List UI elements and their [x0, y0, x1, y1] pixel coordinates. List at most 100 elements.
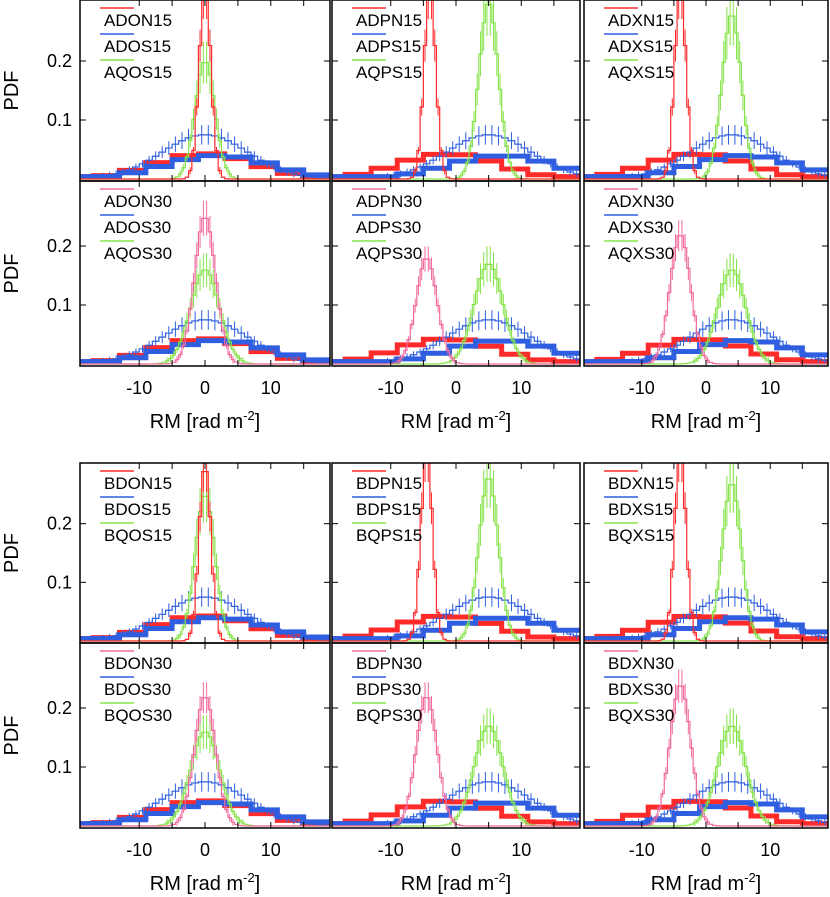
thin-bdps30-step — [332, 781, 580, 827]
y-axis-title: PDF — [1, 71, 23, 111]
legend-label: BDOS15 — [104, 500, 171, 519]
x-tick-label: 10 — [261, 840, 281, 860]
panel-curves — [332, 682, 580, 827]
legend-label: BQXS15 — [608, 526, 674, 545]
y-tick-label: 0.1 — [47, 295, 72, 315]
thin-aqps30-step — [332, 263, 580, 365]
thick-red-histogram — [332, 798, 580, 827]
legend-label: BQXS30 — [608, 706, 674, 725]
panel-curves — [584, 463, 828, 642]
thin-bdxs30-step — [584, 781, 828, 827]
thin-bdon30-errorbars — [176, 682, 234, 826]
x-axis-title: RM [rad m-2] — [651, 870, 761, 895]
legend-label: BQOS30 — [104, 706, 172, 725]
x-axis-title: RM [rad m-2] — [150, 408, 260, 433]
thin-bdxn15-errorbars — [665, 463, 696, 637]
panels-layer: ADON15 ADOS15 AQOS15 ADPN15 ADPS15 AQPS15 ADXN… — [79, 0, 829, 829]
legend-label: BDON30 — [104, 654, 172, 673]
thin-bdon15-errorbars — [189, 463, 221, 637]
legend-label: AQOS30 — [104, 244, 172, 263]
thin-adxn15-errorbars — [665, 0, 696, 175]
legend-label: AQPS15 — [356, 63, 422, 82]
thin-bdpn30-errorbars — [398, 682, 455, 826]
legend-label: BDON15 — [104, 474, 172, 493]
y-axis-title: PDF — [1, 716, 23, 756]
x-tick-label: -10 — [378, 378, 404, 398]
thin-bdpn15-errorbars — [411, 463, 442, 637]
x-axis-title-close: ] — [506, 873, 512, 895]
x-axis-title-superscript: -2 — [243, 870, 255, 885]
x-tick-label: 10 — [511, 378, 531, 398]
legend-label: ADPN30 — [356, 192, 422, 211]
thin-adps30-step — [332, 319, 580, 365]
x-axis-title: RM [rad m-2] — [651, 408, 761, 433]
thin-bdxs15-step — [584, 596, 828, 642]
thin-adpn30-errorbars — [398, 246, 455, 364]
x-tick-label: -10 — [126, 840, 152, 860]
legend-label: BQOS15 — [104, 526, 172, 545]
legend-label: BDXN15 — [608, 474, 674, 493]
legend-label: BDPN15 — [356, 474, 422, 493]
thin-adps30-errorbars — [386, 310, 578, 364]
thick-blue-histogram — [584, 615, 828, 642]
y-axis-title: PDF — [1, 533, 23, 573]
legend-label: BQPS30 — [356, 706, 422, 725]
thin-adon15-errorbars — [189, 0, 221, 175]
legend-label: BDXN30 — [608, 654, 674, 673]
x-tick-label: -10 — [378, 840, 404, 860]
thin-bdps15-step — [332, 596, 580, 642]
panel-curves — [332, 0, 580, 180]
legend-label: ADXS30 — [608, 218, 673, 237]
thin-adpn15-errorbars — [414, 0, 446, 175]
legend-label: AQXS30 — [608, 244, 674, 263]
panel-adon30: ADON30 ADOS30 AQOS30 — [79, 180, 331, 367]
x-axis-title-superscript: -2 — [494, 408, 506, 423]
thin-ados15-step — [80, 134, 330, 180]
x-tick-label: 10 — [760, 378, 780, 398]
x-axis-title-close: ] — [255, 411, 261, 433]
thin-adpn30-step — [332, 258, 580, 365]
panel-curves — [584, 220, 828, 365]
legend-label: ADON15 — [104, 11, 172, 30]
panel-bdpn15: BDPN15 BDPS15 BQPS15 — [331, 462, 581, 644]
legend-label: ADON30 — [104, 192, 172, 211]
panel-adpn30: ADPN30 ADPS30 AQPS30 — [331, 180, 581, 367]
thin-bdpn15-step — [332, 463, 580, 642]
thin-bdos15-step — [80, 596, 330, 642]
x-axis-title-close: ] — [756, 873, 762, 895]
thin-adxn30-errorbars — [652, 220, 709, 364]
panel-curves — [584, 0, 828, 180]
y-tick-label: 0.1 — [47, 110, 72, 130]
y-tick-label: 0.1 — [47, 757, 72, 777]
thin-aqps15-errorbars — [460, 0, 517, 179]
legend-label: ADPS30 — [356, 218, 421, 237]
panel-curves — [584, 669, 828, 827]
x-axis-title-close: ] — [506, 411, 512, 433]
legend-label: BDPN30 — [356, 654, 422, 673]
thin-adon30-errorbars — [176, 200, 234, 364]
x-axis-title-close: ] — [756, 411, 762, 433]
thin-aqos15-errorbars — [179, 41, 231, 178]
thin-bdxs30-errorbars — [631, 772, 826, 826]
y-tick-label: 0.1 — [47, 572, 72, 592]
thin-bqps30-errorbars — [450, 708, 527, 826]
thick-red-histogram — [584, 613, 828, 642]
x-axis-title-superscript: -2 — [243, 408, 255, 423]
thin-adon15-step — [80, 0, 330, 180]
panel-bdpn30: BDPN30 BDPS30 BQPS30 — [331, 642, 581, 829]
thick-blue-histogram — [584, 153, 828, 180]
x-tick-label: 0 — [200, 840, 210, 860]
x-tick-label: -10 — [629, 378, 655, 398]
panel-bdxn15: BDXN15 BDXS15 BQXS15 — [583, 462, 829, 644]
legend-label: AQOS15 — [104, 63, 172, 82]
panel-curves — [332, 246, 580, 365]
panel-adxn30: ADXN30 ADXS30 AQXS30 — [583, 180, 829, 367]
x-axis-title-superscript: -2 — [744, 870, 756, 885]
legend-label: ADOS30 — [104, 218, 171, 237]
panel-curves — [80, 0, 330, 180]
y-tick-label: 0.2 — [47, 514, 72, 534]
legend-label: AQXS15 — [608, 63, 674, 82]
legend-label: BDXS15 — [608, 500, 673, 519]
